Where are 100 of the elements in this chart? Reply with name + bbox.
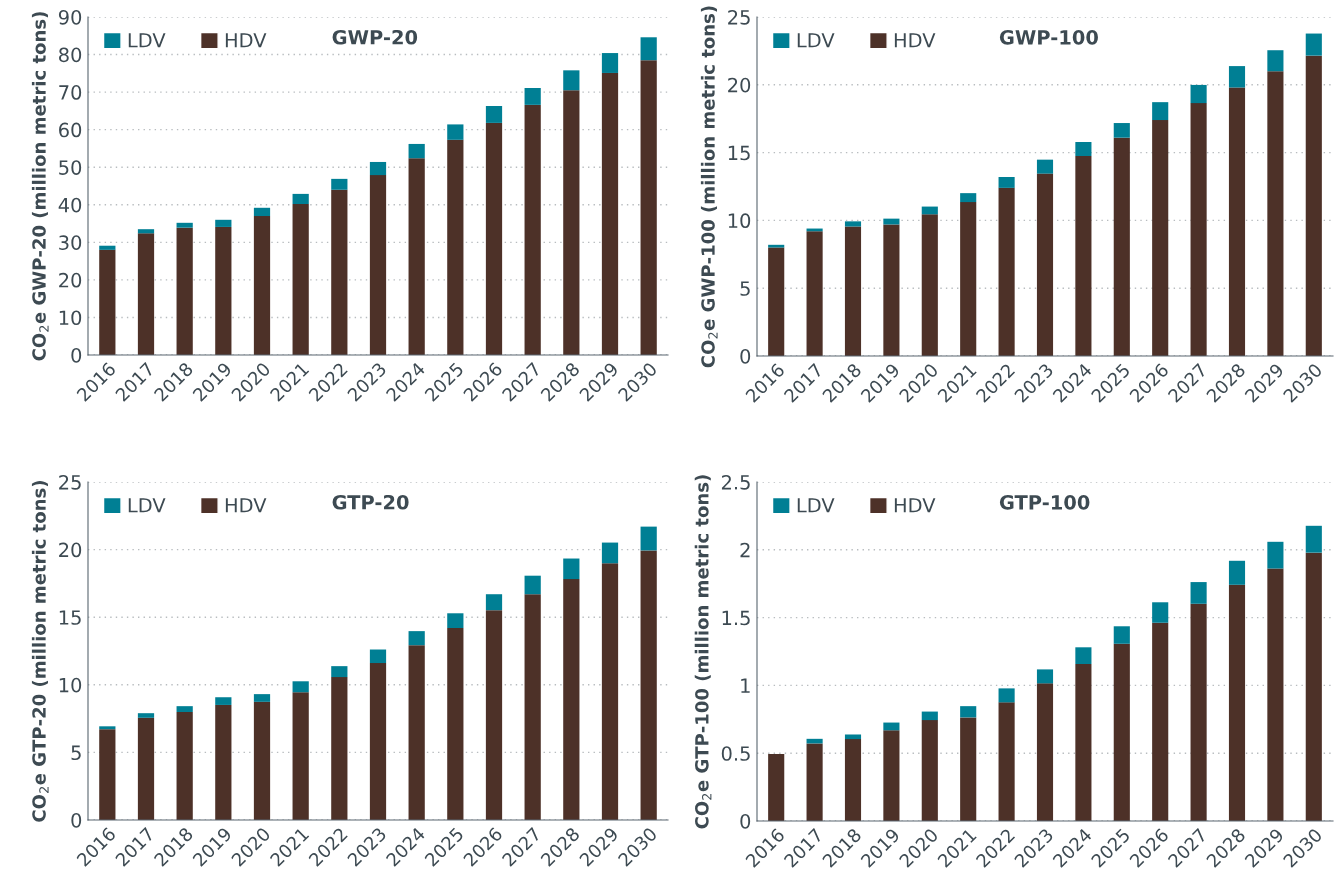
bar — [563, 558, 580, 580]
bar — [292, 692, 309, 820]
text: GTP-20 — [332, 494, 409, 510]
y-axis-title: CO$_{2}$e GWP-20 (million metric tons) — [31, 12, 49, 361]
bar — [640, 526, 657, 551]
bar — [99, 726, 116, 730]
bar — [447, 124, 464, 140]
bar — [883, 722, 900, 731]
bar — [1036, 173, 1054, 356]
bar — [447, 613, 464, 629]
bar — [998, 177, 1015, 188]
y-tick-label: 40 — [58, 197, 82, 213]
y-axis-title: CO$_{2}$e GTP-100 (million metric tons) — [694, 475, 712, 829]
bar — [563, 70, 580, 91]
bar — [408, 631, 425, 646]
bar — [998, 702, 1015, 821]
bar — [369, 175, 387, 355]
bar — [1228, 87, 1246, 356]
bar — [408, 143, 425, 159]
bar — [137, 229, 155, 234]
bar — [99, 729, 116, 820]
y-tick-label: 0.5 — [721, 746, 750, 761]
bar — [215, 697, 232, 705]
bar — [1113, 643, 1130, 821]
bar — [1075, 663, 1092, 821]
bar — [176, 222, 193, 228]
bar — [601, 72, 619, 355]
y-tick-label: 2 — [740, 542, 750, 558]
bar — [253, 216, 271, 355]
y-tick-label: 0 — [71, 812, 82, 828]
y-tick-label: 25 — [59, 474, 81, 490]
bar — [369, 161, 387, 176]
bar — [844, 226, 862, 356]
bar — [563, 579, 580, 820]
bar — [1075, 155, 1092, 356]
bar — [601, 53, 619, 73]
legend-label: HDV — [225, 498, 267, 513]
y-axis-title: CO$_{2}$e GWP-100 (million metric tons) — [700, 6, 718, 368]
y-tick-label: 15 — [728, 145, 750, 161]
bar — [1113, 626, 1130, 644]
text: GWP-20 — [332, 29, 418, 45]
y-tick-label: 5 — [740, 281, 750, 296]
bar — [921, 711, 938, 721]
bar — [1036, 683, 1054, 821]
bar — [806, 231, 823, 356]
bar — [137, 713, 155, 718]
bar — [331, 666, 348, 678]
bar — [176, 706, 193, 712]
bar — [408, 645, 425, 820]
y-tick-label: 10 — [728, 213, 751, 229]
bar — [524, 575, 541, 595]
bar — [1228, 584, 1246, 821]
bar — [1267, 71, 1284, 356]
bar — [1228, 560, 1246, 585]
bar — [99, 245, 116, 250]
bar — [768, 244, 785, 248]
y-tick-label: 30 — [59, 235, 82, 250]
bar — [768, 247, 785, 356]
y-tick-label: 15 — [59, 610, 81, 625]
bar — [563, 90, 580, 355]
bar — [998, 187, 1015, 356]
y-axis-title: CO$_{2}$e GTP-20 (million metric tons) — [31, 481, 49, 822]
bar — [1036, 159, 1054, 174]
bar — [1075, 142, 1092, 156]
bar — [998, 688, 1015, 703]
y-tick-label: 10 — [59, 677, 82, 693]
y-tick-label: 90 — [58, 9, 82, 25]
bar — [1305, 525, 1322, 553]
bar — [844, 221, 862, 227]
bar — [640, 60, 657, 355]
y-tick-label: 0 — [740, 813, 751, 829]
bar — [1190, 582, 1207, 604]
bar — [1305, 55, 1322, 356]
bar — [331, 178, 348, 190]
y-tick-label: 2.5 — [721, 474, 750, 490]
bar — [960, 706, 977, 718]
bar — [485, 610, 503, 820]
legend-label: HDV — [894, 498, 936, 513]
bar — [447, 139, 464, 355]
bar — [921, 214, 938, 356]
legend-label: HDV — [225, 33, 267, 48]
bar — [1152, 602, 1169, 623]
bar — [331, 677, 348, 820]
y-tick-label: 50 — [59, 160, 82, 175]
bar — [883, 224, 900, 356]
bar — [1152, 120, 1169, 356]
bar — [1267, 50, 1284, 72]
bar — [176, 711, 193, 820]
bar — [331, 189, 348, 355]
bar — [921, 206, 938, 215]
bar — [292, 681, 309, 693]
bar — [883, 730, 900, 821]
bar — [921, 720, 938, 821]
y-tick-label: 20 — [59, 542, 82, 558]
bar — [253, 701, 271, 820]
bar — [369, 663, 387, 820]
bar — [1228, 66, 1246, 88]
bar — [1267, 541, 1284, 569]
bar — [215, 704, 232, 820]
bar — [485, 594, 503, 611]
